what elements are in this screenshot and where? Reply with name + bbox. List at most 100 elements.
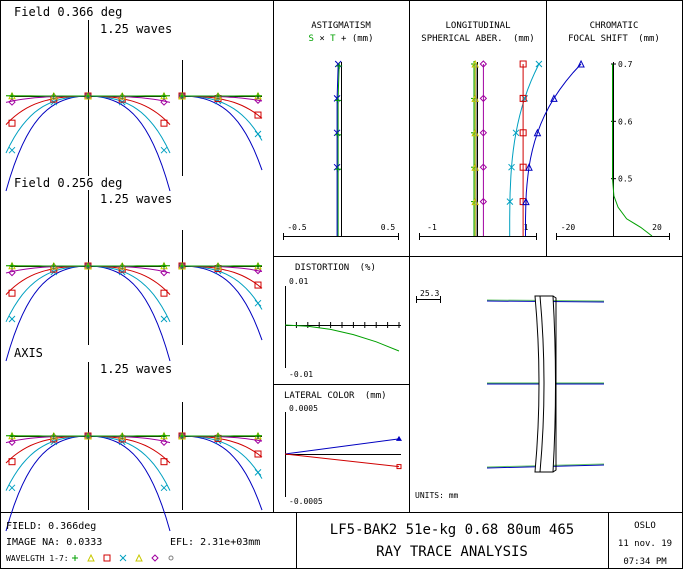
sagittal-marker-box <box>254 281 262 289</box>
longitudinal-marker-b <box>535 60 543 68</box>
wavelength-markers <box>72 553 174 562</box>
tangential-marker-box <box>160 289 168 297</box>
sagittal-marker-b <box>254 299 262 307</box>
distortion-x-ticks <box>295 322 400 328</box>
tangential-marker <box>160 268 168 277</box>
astig-t-marker <box>335 97 342 104</box>
longitudinal-title-2-text: SPHERICAL ABER. <box>421 34 502 44</box>
footer-efl: EFL: 2.31e+03mm <box>170 537 260 548</box>
tangential-marker <box>160 315 168 323</box>
sagittal-curve <box>181 265 263 341</box>
longitudinal-plot: LONGITUDINAL SPHERICAL ABER. (mm) -1 1 <box>419 21 585 240</box>
chromatic-title-1: CHROMATIC <box>590 21 639 31</box>
longitudinal-marker-dia <box>479 197 488 206</box>
tangential-marker-dia <box>160 438 168 446</box>
chrom-ytick-label: 0.7 <box>618 60 633 69</box>
distortion-title: DISTORTION (%) <box>295 263 376 273</box>
tangential-marker-dia <box>8 268 16 277</box>
tangential-marker <box>50 432 57 439</box>
lateral-blue-line <box>284 438 400 455</box>
tangential-marker-b <box>160 315 168 323</box>
wavelength-marker-4 <box>119 554 127 562</box>
sagittal-marker <box>179 93 185 99</box>
footer-program: OSLO <box>634 521 656 531</box>
longitudinal-marker <box>519 94 527 102</box>
longitudinal-marker <box>506 198 514 205</box>
lens-layout: 25.3 UNITS: mm <box>415 289 605 500</box>
sagittal-marker <box>254 450 262 458</box>
longitudinal-marker-box <box>519 60 527 68</box>
wavelength-marker-2 <box>87 553 95 562</box>
astig-xmin-label: -0.5 <box>287 223 306 232</box>
longitudinal-marker-tri <box>533 128 542 137</box>
lateral-color-title-text: LATERAL COLOR <box>284 391 355 401</box>
chrom-ytick-label: 0.5 <box>618 175 633 184</box>
longitudinal-marker-b <box>508 163 515 171</box>
sagittal-marker <box>215 432 221 439</box>
ray-fan-scale: 1.25 waves <box>100 362 172 376</box>
lateral-blue-marker <box>396 435 402 441</box>
longitudinal-marker <box>512 129 520 137</box>
sagittal-marker <box>255 92 261 99</box>
longitudinal-marker <box>479 197 488 206</box>
ray-fan-3: AXIS 1.25 waves <box>5 346 263 532</box>
legend-t-marker: + <box>341 34 352 44</box>
tangential-marker <box>160 484 168 492</box>
tangential-marker <box>160 458 168 466</box>
long-xmax-label: 1 <box>524 223 529 232</box>
tangential-marker-b <box>8 146 16 154</box>
scale-label: 25.3 <box>420 289 439 298</box>
longitudinal-marker <box>479 163 488 171</box>
longitudinal-marker <box>519 60 527 68</box>
chromatic-plot: CHROMATIC FOCAL SHIFT (mm) -20 20 0.7 0.6… <box>556 21 670 240</box>
tangential-marker <box>50 92 57 99</box>
sagittal-curve <box>181 95 263 171</box>
tangential-marker <box>160 146 168 154</box>
longitudinal-marker <box>479 60 488 68</box>
long-xmin-label: -1 <box>427 223 437 232</box>
longitudinal-marker <box>533 128 542 137</box>
longitudinal-curve <box>525 63 582 236</box>
tangential-marker <box>85 263 91 269</box>
longitudinal-marker-tri <box>550 94 558 102</box>
chromatic-title-2-text: FOCAL SHIFT <box>568 34 628 44</box>
wavelength-marker-5 <box>135 553 143 562</box>
distortion-ymin-label: -0.01 <box>289 370 313 379</box>
chromatic-y-ticks: 0.7 0.6 0.5 <box>611 60 633 184</box>
longitudinal-marker-box <box>519 129 527 137</box>
tangential-marker <box>8 458 16 466</box>
sagittal-curve <box>181 95 263 141</box>
sagittal-marker <box>254 436 262 445</box>
longitudinal-marker-dia <box>479 94 488 103</box>
footer-image-na: IMAGE NA: 0.0333 <box>6 537 102 548</box>
longitudinal-marker <box>522 197 530 206</box>
tangential-marker <box>50 262 57 269</box>
sagittal-curve <box>182 435 263 479</box>
footer-field: FIELD: 0.366deg <box>6 521 96 532</box>
tangential-marker-dia <box>8 438 16 446</box>
lateral-red-marker <box>396 464 402 470</box>
tangential-marker <box>8 119 16 127</box>
footer-subtitle: RAY TRACE ANALYSIS <box>376 544 528 560</box>
wavelength-marker-3 <box>103 554 111 562</box>
units-label: UNITS: mm <box>415 491 459 500</box>
distortion-unit: (%) <box>360 263 376 273</box>
lens-cement-surface <box>539 295 545 473</box>
sagittal-marker-b <box>254 468 262 476</box>
astigmatism-curves <box>333 60 343 236</box>
tangential-marker <box>160 289 168 297</box>
lens-element <box>534 295 557 473</box>
astigmatism-legend: S × T + (mm) <box>308 34 373 44</box>
chromatic-title-2: FOCAL SHIFT (mm) <box>568 34 660 44</box>
longitudinal-marker-tri <box>525 163 533 171</box>
lateral-color-plot: LATERAL COLOR (mm) 0.0005 -0.0005 <box>284 391 402 506</box>
astig-t-marker <box>335 166 342 173</box>
lateral-color-title: LATERAL COLOR (mm) <box>284 391 387 401</box>
sagittal-marker <box>254 281 262 289</box>
longitudinal-marker-box <box>519 163 527 171</box>
tangential-marker-dia <box>160 98 168 106</box>
tangential-marker <box>119 92 126 99</box>
sagittal-marker <box>254 111 262 119</box>
tangential-marker-b <box>160 146 168 154</box>
